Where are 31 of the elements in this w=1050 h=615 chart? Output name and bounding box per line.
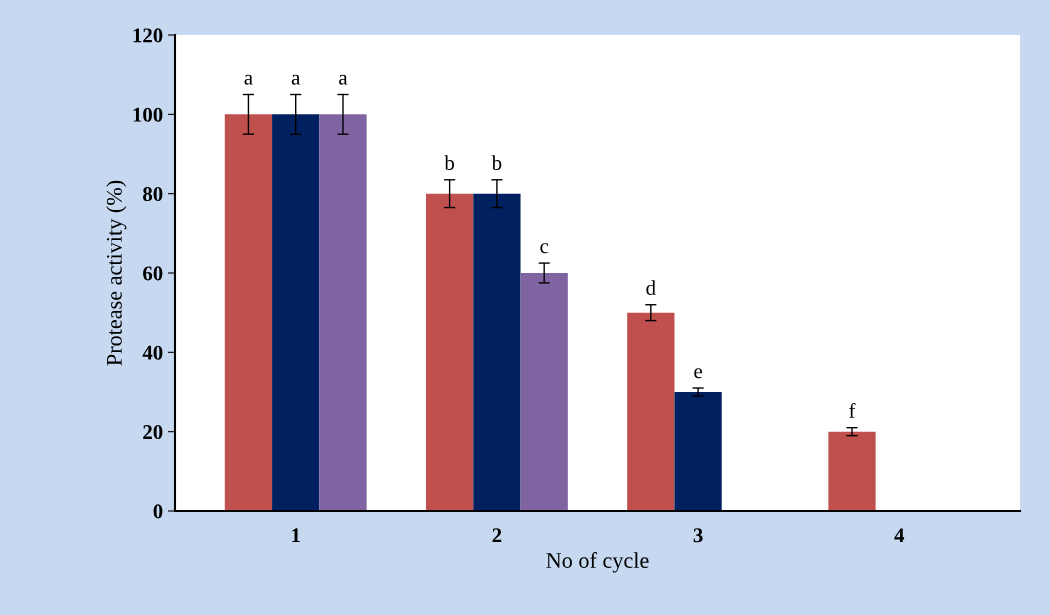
y-tick-label: 0 bbox=[153, 504, 163, 519]
y-tick-label: 100 bbox=[133, 107, 163, 122]
bar bbox=[828, 431, 876, 511]
y-axis-title: Protease activity (%) bbox=[106, 180, 127, 366]
data-label: d bbox=[646, 280, 656, 295]
data-label: b bbox=[444, 155, 455, 170]
y-tick-label: 40 bbox=[142, 345, 163, 360]
y-tick-label: 60 bbox=[143, 266, 163, 281]
x-axis-title: No of cycle bbox=[546, 552, 649, 573]
bar bbox=[272, 114, 320, 511]
data-label: b bbox=[491, 155, 502, 170]
x-tick-label: 2 bbox=[492, 528, 502, 543]
bar bbox=[425, 193, 474, 511]
bar bbox=[319, 114, 367, 511]
y-tick-label: 80 bbox=[143, 187, 163, 202]
x-tick-label: 3 bbox=[693, 528, 703, 543]
data-label: a bbox=[291, 74, 301, 85]
data-label: a bbox=[339, 74, 348, 85]
y-tick-label: 20 bbox=[143, 425, 163, 440]
bar bbox=[520, 273, 568, 511]
data-label: f bbox=[849, 403, 856, 418]
bar bbox=[674, 392, 722, 511]
data-label: a bbox=[244, 74, 253, 85]
bar bbox=[224, 114, 273, 511]
data-label: e bbox=[694, 368, 702, 379]
bar bbox=[473, 193, 521, 511]
x-tick-label: 1 bbox=[292, 528, 300, 543]
bar bbox=[627, 312, 675, 511]
data-label: c bbox=[540, 243, 549, 254]
x-tick-label: 4 bbox=[894, 528, 905, 543]
y-tick-label: 120 bbox=[133, 28, 163, 43]
